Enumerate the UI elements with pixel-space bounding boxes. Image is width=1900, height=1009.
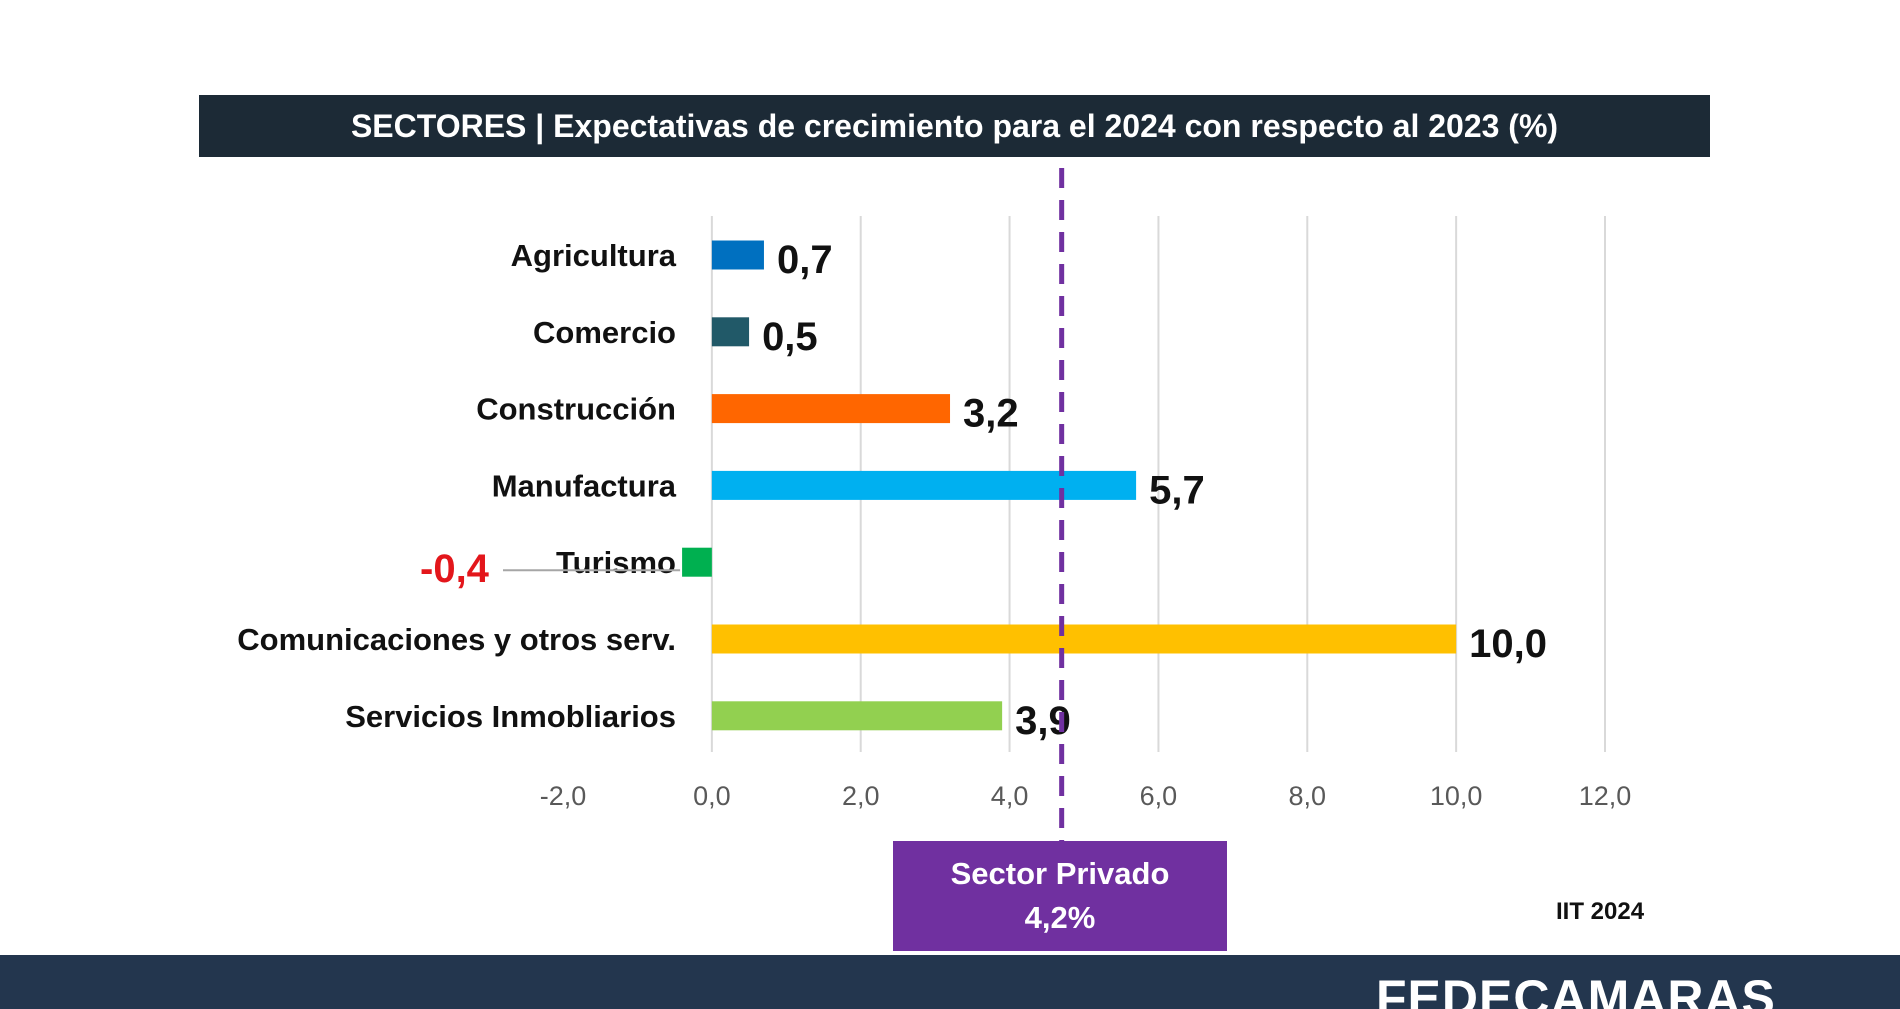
value-label: -0,4 bbox=[420, 547, 490, 591]
reference-label-value: 4,2% bbox=[1024, 900, 1096, 935]
x-tick-label: 10,0 bbox=[1430, 781, 1483, 811]
value-label: 5,7 bbox=[1149, 468, 1205, 512]
brand-logo-text: FEDECAMARAS bbox=[1376, 970, 1776, 1009]
bars bbox=[682, 240, 1457, 731]
bar-5 bbox=[711, 624, 1457, 654]
bar-0 bbox=[711, 240, 764, 270]
category-label: Construcción bbox=[476, 392, 676, 427]
bar-2 bbox=[711, 394, 951, 424]
x-tick-label: 6,0 bbox=[1140, 781, 1178, 811]
value-label: 0,7 bbox=[777, 238, 833, 282]
x-tick-label: 2,0 bbox=[842, 781, 880, 811]
x-tick-label: -2,0 bbox=[540, 781, 587, 811]
x-tick-label: 8,0 bbox=[1289, 781, 1327, 811]
reference-label-title: Sector Privado bbox=[950, 856, 1170, 891]
reference-label-box: Sector Privado 4,2% bbox=[893, 841, 1227, 951]
bar-4 bbox=[682, 547, 712, 577]
category-label: Comercio bbox=[533, 315, 676, 350]
category-label: Comunicaciones y otros serv. bbox=[237, 622, 676, 657]
bar-1 bbox=[711, 317, 750, 347]
category-label: Agricultura bbox=[511, 238, 677, 273]
x-tick-label: 0,0 bbox=[693, 781, 731, 811]
value-label: 3,2 bbox=[963, 392, 1019, 436]
value-label: 0,5 bbox=[762, 315, 818, 359]
labels: -2,0 0,0 2,0 4,0 6,0 8,0 10,0 12,0 Agricultura 0,… bbox=[237, 238, 1631, 811]
category-label: Turismo bbox=[556, 545, 676, 580]
value-label: 10,0 bbox=[1469, 622, 1547, 666]
category-label: Servicios Inmobliarios bbox=[345, 699, 676, 734]
footer-bar: FEDECAMARAS bbox=[0, 955, 1900, 1009]
period-label: IIT 2024 bbox=[1556, 898, 1645, 925]
bar-3 bbox=[711, 470, 1137, 500]
x-tick-label: 4,0 bbox=[991, 781, 1029, 811]
x-tick-label: 12,0 bbox=[1579, 781, 1632, 811]
chart-title: SECTORES | Expectativas de crecimiento p… bbox=[199, 95, 1710, 157]
bar-6 bbox=[711, 701, 1003, 731]
category-label: Manufactura bbox=[492, 468, 677, 503]
